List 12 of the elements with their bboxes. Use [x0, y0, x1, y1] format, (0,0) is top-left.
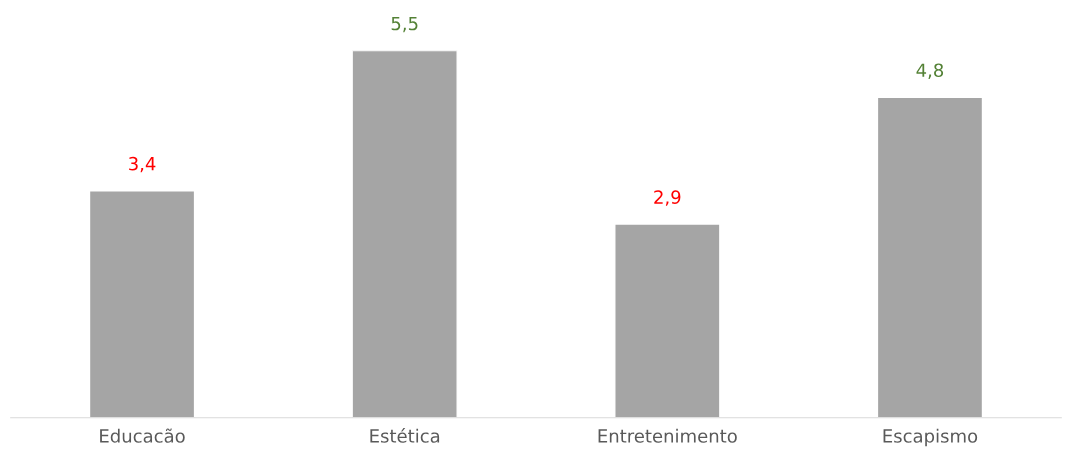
- bar: [876, 96, 984, 418]
- x-tick-label: Educacão: [100, 428, 185, 443]
- x-tick-label: Estética: [370, 428, 440, 443]
- data-label: 3,4: [129, 156, 156, 173]
- x-tick-label: Escapismo: [883, 428, 978, 447]
- bar: [351, 50, 458, 418]
- bar: [614, 223, 721, 418]
- data-label: 4,8: [916, 63, 944, 79]
- x-tick-label: Entretenimento: [598, 428, 737, 443]
- data-label: 2,9: [654, 190, 681, 206]
- data-label: 5,5: [391, 16, 418, 33]
- bar: [88, 189, 196, 418]
